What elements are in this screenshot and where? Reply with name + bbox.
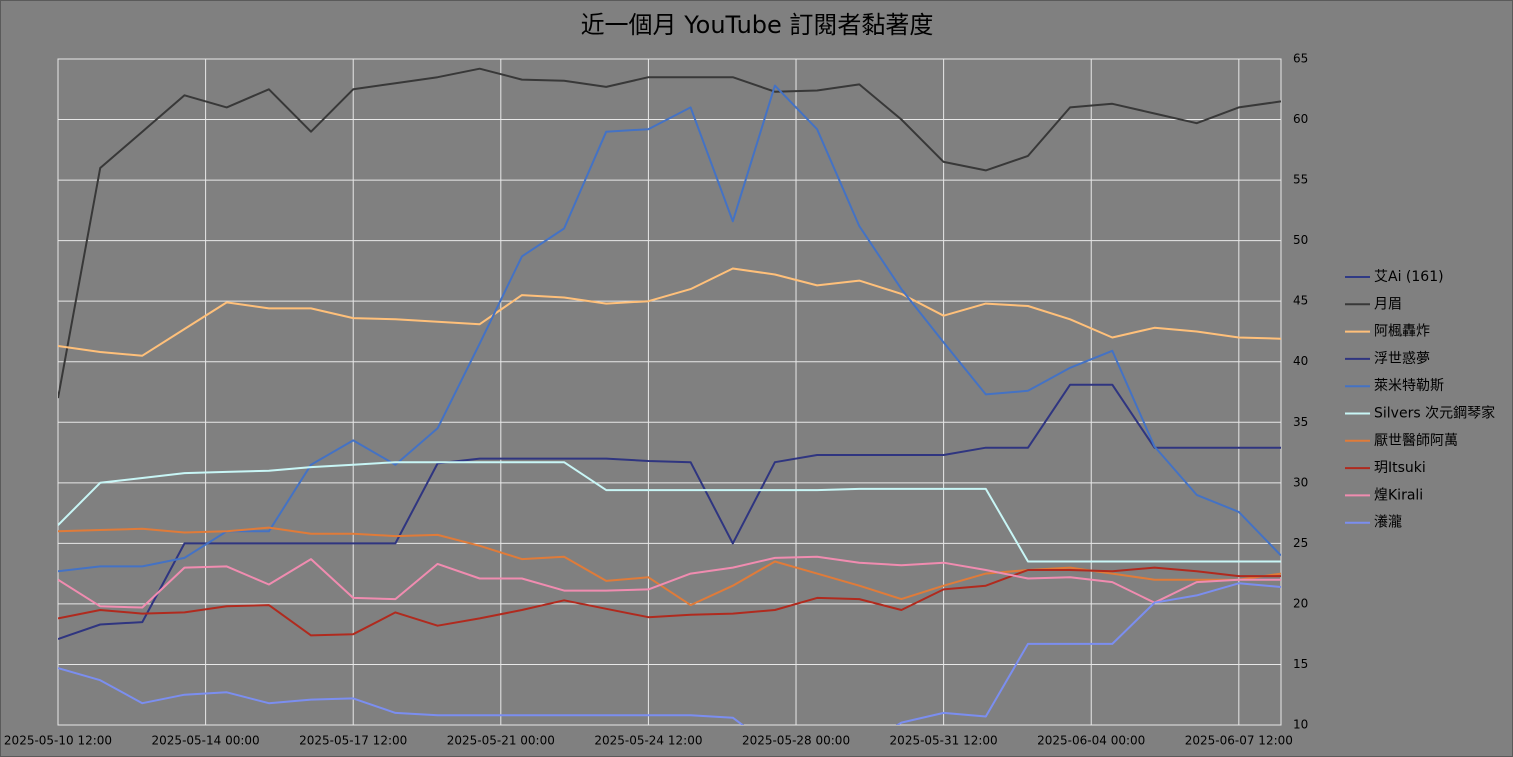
y-tick-label: 55 (1293, 173, 1308, 187)
series-line (58, 555, 1281, 609)
series-line (58, 267, 1281, 357)
x-tick-label: 2025-06-04 00:00 (1037, 734, 1145, 748)
y-tick-label: 30 (1293, 475, 1308, 489)
y-tick-label: 45 (1293, 294, 1308, 308)
plot-area (58, 67, 1281, 725)
y-tick-label: 35 (1293, 415, 1308, 429)
chart-title: 近一個月 YouTube 訂閱者黏著度 (581, 11, 934, 39)
plot-frame (57, 58, 1282, 726)
x-tick-label: 2025-05-24 12:00 (594, 734, 702, 748)
x-tick-label: 2025-05-10 12:00 (4, 734, 112, 748)
x-tick-label: 2025-05-14 00:00 (152, 734, 260, 748)
legend-label: 艾Ai (161) (1374, 269, 1444, 285)
series-line (58, 84, 1281, 573)
y-tick-label: 25 (1293, 536, 1308, 550)
x-tick-label: 2025-05-21 00:00 (447, 734, 555, 748)
series-line (58, 566, 1281, 637)
legend-label: 厭世醫師阿萬 (1374, 433, 1458, 449)
y-tick-label: 20 (1293, 596, 1308, 610)
series-line (58, 67, 1281, 399)
x-tick-label: 2025-05-31 12:00 (890, 734, 998, 748)
x-tick-label: 2025-05-28 00:00 (742, 734, 850, 748)
series-line (58, 526, 1281, 607)
legend-label: 月眉 (1374, 296, 1402, 312)
y-tick-label: 40 (1293, 354, 1308, 368)
legend-label: 瀁瀧 (1374, 515, 1402, 531)
series-line (58, 582, 1281, 725)
legend-label: 浮世惑夢 (1374, 351, 1430, 367)
legend-label: 阿楓轟炸 (1374, 323, 1430, 340)
series-line (58, 461, 1281, 563)
y-tick-label: 15 (1293, 657, 1308, 671)
x-tick-label: 2025-05-17 12:00 (299, 734, 407, 748)
x-tick-label: 2025-06-07 12:00 (1185, 734, 1293, 748)
legend-label: 玥Itsuki (1374, 460, 1426, 476)
y-tick-label: 65 (1293, 52, 1308, 66)
legend-label: 煌Kirali (1374, 487, 1423, 503)
legend-label: 萊米特勒斯 (1374, 378, 1444, 394)
y-tick-label: 50 (1293, 233, 1308, 247)
legend-label: Silvers 次元鋼琴家 (1374, 405, 1495, 422)
y-tick-label: 60 (1293, 112, 1308, 126)
series-line (58, 383, 1281, 640)
y-tick-label: 10 (1293, 718, 1308, 732)
